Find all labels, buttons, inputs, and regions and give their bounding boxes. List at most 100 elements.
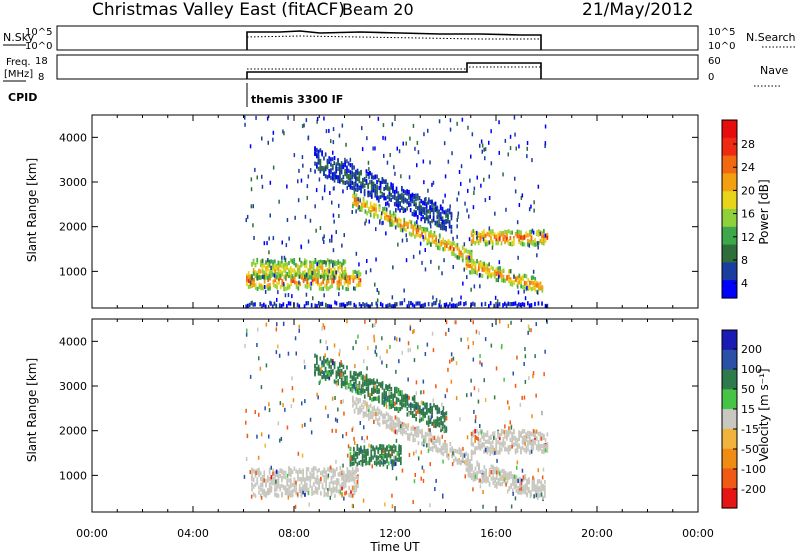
range-cell [389, 453, 392, 458]
range-cell [523, 235, 526, 240]
range-cell [395, 302, 398, 307]
range-cell [426, 432, 429, 437]
range-cell [360, 207, 363, 212]
range-cell [311, 488, 313, 493]
range-cell [301, 401, 303, 406]
range-cell [254, 410, 256, 415]
range-cell [484, 301, 487, 306]
range-cell [389, 344, 391, 349]
range-cell [358, 185, 361, 190]
range-cell [449, 204, 451, 209]
range-cell [353, 286, 355, 291]
range-cell [392, 188, 394, 193]
range-cell [263, 241, 266, 246]
range-cell [344, 180, 346, 185]
range-cell [490, 232, 492, 237]
range-cell [422, 159, 425, 164]
range-cell [520, 277, 522, 282]
range-cell [483, 378, 485, 383]
range-cell [261, 479, 264, 484]
range-cell [333, 379, 336, 384]
range-cell [492, 266, 494, 271]
range-cell [438, 213, 440, 218]
range-cell [534, 238, 536, 243]
range-cell [314, 353, 316, 358]
range-cell [337, 158, 339, 163]
range-cell [429, 209, 431, 215]
range-cell [465, 257, 468, 262]
range-cell [346, 165, 348, 170]
range-cell [335, 169, 338, 174]
range-cell [430, 224, 432, 229]
range-cell [399, 227, 402, 233]
range-cell [410, 406, 412, 411]
range-cell [395, 406, 398, 411]
range-cell [445, 211, 447, 216]
range-cell [537, 431, 540, 436]
range-cell [440, 425, 442, 430]
y-tick-label: 3000 [59, 176, 87, 189]
range-cell [376, 389, 378, 394]
range-cell [514, 189, 517, 194]
range-cell [516, 438, 519, 443]
range-cell [437, 239, 440, 244]
range-cell [341, 302, 343, 307]
range-cell [470, 249, 473, 255]
range-cell [323, 467, 326, 472]
range-cell [414, 221, 416, 226]
range-cell [488, 196, 491, 200]
range-cell [318, 263, 320, 268]
range-cell [317, 149, 320, 154]
range-cell [352, 398, 354, 403]
range-cell [541, 411, 543, 416]
range-cell [284, 293, 287, 298]
range-cell [412, 227, 414, 232]
range-cell [369, 171, 371, 176]
range-cell [451, 241, 453, 246]
range-cell [440, 222, 442, 226]
range-cell [441, 226, 444, 231]
range-cell [509, 236, 512, 241]
range-cell [475, 415, 477, 420]
range-cell [530, 431, 533, 437]
range-cell [353, 174, 356, 179]
range-cell [430, 259, 432, 264]
range-cell [398, 452, 400, 457]
range-cell [531, 228, 534, 233]
range-cell [469, 270, 471, 275]
range-cell [503, 476, 505, 481]
range-cell [338, 279, 340, 284]
range-cell [367, 190, 369, 195]
range-cell [537, 440, 540, 445]
range-cell [302, 163, 304, 168]
range-cell [419, 414, 421, 418]
range-cell [392, 393, 394, 398]
range-cell [442, 247, 445, 252]
range-cell [333, 219, 335, 224]
range-cell [364, 411, 367, 416]
range-cell [511, 432, 513, 437]
range-cell [294, 504, 297, 509]
range-cell [247, 271, 250, 276]
range-cell [440, 217, 442, 221]
range-cell [427, 209, 430, 214]
range-cell [472, 432, 475, 437]
range-cell [414, 437, 416, 442]
range-cell [408, 189, 410, 195]
range-cell [431, 182, 433, 187]
range-cell [422, 379, 425, 384]
range-cell [269, 282, 271, 287]
range-cell [442, 426, 444, 431]
range-cell [519, 480, 521, 485]
range-cell [298, 280, 300, 285]
range-cell [424, 216, 426, 222]
range-cell [342, 377, 345, 381]
range-cell [275, 272, 278, 277]
range-cell [259, 302, 262, 307]
range-cell [517, 255, 519, 260]
range-cell [484, 242, 487, 247]
range-cell [354, 269, 356, 274]
range-cell [391, 416, 393, 421]
range-cell [289, 271, 292, 276]
range-cell [444, 441, 446, 447]
